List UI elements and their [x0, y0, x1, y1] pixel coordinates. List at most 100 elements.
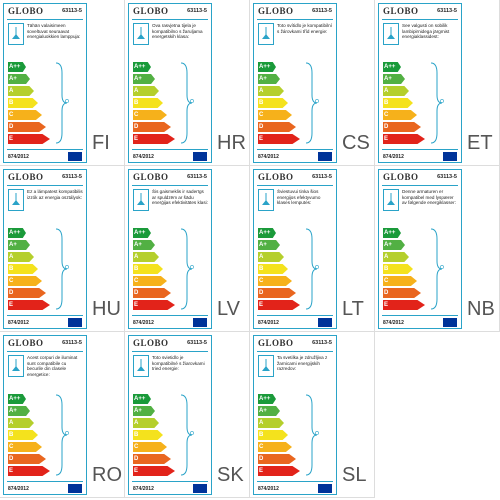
- energy-label: GLOBO 63113-5 Toto svietidlo je kompatibil…: [128, 335, 212, 495]
- energy-label: GLOBO 63113-5 Ta svetilka je združljiva z …: [253, 335, 337, 495]
- energy-label: GLOBO 63113-5 See valgusti on sobilik lamb…: [378, 3, 462, 163]
- lamp-glyph: [262, 27, 270, 39]
- energy-class: E: [133, 466, 175, 476]
- divider: [7, 19, 83, 20]
- compatibility-text: Denne armaturen er kompatibel med lyspær…: [402, 189, 456, 206]
- model-number: 63113-5: [187, 174, 207, 180]
- energy-class: D: [8, 122, 46, 132]
- regulation: 874/2012: [8, 486, 29, 492]
- energy-class: A+: [258, 406, 280, 416]
- compatibility-text: Ova rasvjetna tijela je kompatibilno s ž…: [152, 23, 203, 40]
- energy-label: GLOBO 63113-5 Denne armaturen er kompatibe…: [378, 169, 462, 329]
- model-number: 63113-5: [187, 8, 207, 14]
- language-code: SK: [217, 464, 244, 486]
- energy-class: A+: [8, 74, 30, 84]
- brace: [180, 394, 194, 476]
- lamp-icon: [133, 189, 149, 211]
- energy-class: C: [133, 110, 167, 120]
- lamp-glyph: [262, 193, 270, 205]
- brace: [180, 62, 194, 144]
- model-number: 63113-5: [62, 340, 82, 346]
- compatibility-text: Šis gaismeklis ir saderīgs ar spuldzēm a…: [152, 189, 208, 206]
- energy-class: A++: [133, 394, 151, 404]
- energy-class: A+: [8, 406, 30, 416]
- eu-flag: [193, 152, 207, 161]
- brace: [430, 62, 444, 144]
- brace: [55, 62, 69, 144]
- energy-class: B: [133, 264, 163, 274]
- energy-class: A+: [258, 240, 280, 250]
- energy-class: C: [383, 276, 417, 286]
- energy-class: A: [258, 252, 284, 262]
- brand: GLOBO: [8, 6, 44, 16]
- energy-class: D: [258, 288, 296, 298]
- divider: [257, 19, 333, 20]
- lamp-icon: [8, 189, 24, 211]
- eu-flag: [318, 152, 332, 161]
- energy-class: A: [8, 252, 34, 262]
- brand: GLOBO: [133, 172, 169, 182]
- energy-class: B: [258, 98, 288, 108]
- label-cell: GLOBO 63113-5 Toto svietidlo je kompatibil…: [125, 332, 250, 498]
- label-cell: GLOBO 63113-5 Šviestuvui tinka šios energi…: [250, 166, 375, 332]
- lamp-icon: [258, 189, 274, 211]
- compatibility-text: Acest corpuri de iluminat sunt compatibi…: [27, 355, 78, 377]
- brand: GLOBO: [8, 172, 44, 182]
- lamp-icon: [8, 23, 24, 45]
- energy-class: E: [133, 134, 175, 144]
- energy-class: A+: [133, 240, 155, 250]
- eu-flag: [318, 318, 332, 327]
- energy-class: E: [383, 300, 425, 310]
- energy-class: E: [133, 300, 175, 310]
- regulation: 874/2012: [258, 154, 279, 160]
- lamp-glyph: [12, 193, 20, 205]
- divider: [382, 315, 458, 316]
- language-code: ET: [467, 132, 493, 154]
- energy-class: B: [383, 98, 413, 108]
- brand: GLOBO: [258, 172, 294, 182]
- brace: [180, 228, 194, 310]
- energy-class: A+: [258, 74, 280, 84]
- energy-class: A: [133, 86, 159, 96]
- lamp-glyph: [12, 27, 20, 39]
- compatibility-text: Ez a lámpatest kompatibilis izzók az ene…: [27, 189, 83, 200]
- energy-class: D: [258, 454, 296, 464]
- lamp-icon: [258, 355, 274, 377]
- brand: GLOBO: [133, 6, 169, 16]
- brace: [305, 394, 319, 476]
- brand: GLOBO: [8, 338, 44, 348]
- label-cell: GLOBO 63113-5 Ta svetilka je združljiva z …: [250, 332, 375, 498]
- brand: GLOBO: [383, 172, 419, 182]
- energy-class: D: [133, 122, 171, 132]
- model-number: 63113-5: [437, 8, 457, 14]
- energy-class: B: [8, 430, 38, 440]
- energy-class: C: [258, 276, 292, 286]
- model-number: 63113-5: [312, 174, 332, 180]
- compatibility-text: Šviestuvui tinka šios energijos efektyvu…: [277, 189, 321, 206]
- energy-class: E: [383, 134, 425, 144]
- energy-class: C: [8, 442, 42, 452]
- energy-label: GLOBO 63113-5 Šviestuvui tinka šios energi…: [253, 169, 337, 329]
- eu-flag: [193, 484, 207, 493]
- energy-class: C: [133, 442, 167, 452]
- divider: [257, 149, 333, 150]
- label-cell: GLOBO 63113-5 Acest corpuri de iluminat su…: [0, 332, 125, 498]
- energy-class: A: [258, 86, 284, 96]
- eu-flag: [443, 318, 457, 327]
- divider: [7, 481, 83, 482]
- language-code: HU: [92, 298, 121, 320]
- energy-class: A++: [133, 228, 151, 238]
- energy-class: C: [258, 442, 292, 452]
- compatibility-text: Ta svetilka je združljiva z žarnicami en…: [277, 355, 328, 372]
- lamp-icon: [383, 23, 399, 45]
- divider: [7, 351, 83, 352]
- language-code: SL: [342, 464, 367, 486]
- regulation: 874/2012: [133, 320, 154, 326]
- energy-class: D: [133, 288, 171, 298]
- language-code: RO: [92, 464, 122, 486]
- language-code: LT: [342, 298, 364, 320]
- energy-class: A++: [258, 228, 276, 238]
- energy-class: D: [133, 454, 171, 464]
- energy-class: A++: [133, 62, 151, 72]
- energy-label: GLOBO 63113-5 Šis gaismeklis ir saderīgs a…: [128, 169, 212, 329]
